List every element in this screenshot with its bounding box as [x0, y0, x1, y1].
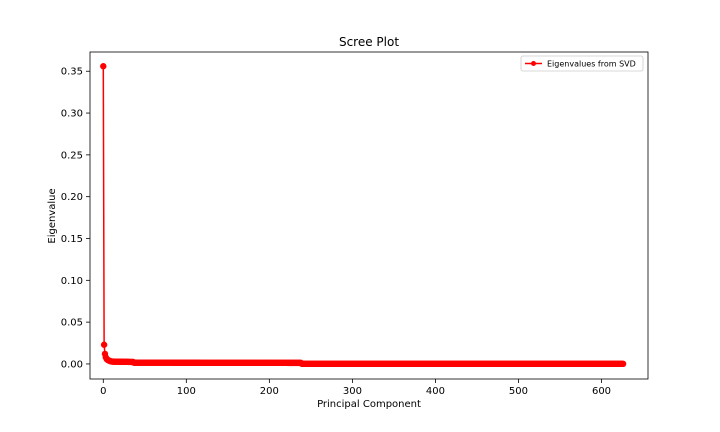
x-tick-label: 600 [592, 386, 611, 397]
y-axis: 0.00 0.05 0.10 0.15 0.20 0.25 0.30 0.35 [61, 67, 90, 370]
x-tick-label: 0 [100, 386, 106, 397]
legend: Eigenvalues from SVD [520, 55, 644, 72]
legend-box [520, 55, 644, 72]
data-point [619, 360, 627, 367]
y-tick-label: 0.35 [61, 67, 83, 78]
data-point [100, 63, 107, 70]
y-axis-label: Eigenvalue [47, 188, 58, 243]
data-point [100, 341, 108, 348]
y-tick-label: 0.05 [61, 318, 83, 329]
legend-label: Eigenvalues from SVD [547, 60, 636, 69]
y-tick-label: 0.30 [61, 109, 83, 120]
y-tick-label: 0.25 [61, 150, 83, 161]
y-tick-label: 0.20 [61, 192, 83, 203]
series-line [102, 66, 624, 365]
y-tick-label: 0.15 [61, 234, 83, 245]
x-tick-label: 400 [426, 386, 445, 397]
x-axis-label: Principal Component [317, 399, 421, 410]
x-axis: 0 100 200 300 400 500 600 [100, 379, 611, 397]
y-tick-label: 0.00 [61, 359, 83, 370]
x-tick-label: 100 [177, 386, 196, 397]
plot-area [100, 63, 627, 367]
y-tick-label: 0.10 [61, 276, 83, 287]
x-tick-label: 300 [343, 386, 362, 397]
chart-title: Scree Plot [339, 35, 399, 49]
x-tick-label: 200 [260, 386, 279, 397]
legend-marker [531, 61, 536, 66]
plot-frame [89, 51, 649, 380]
x-tick-label: 500 [509, 386, 528, 397]
